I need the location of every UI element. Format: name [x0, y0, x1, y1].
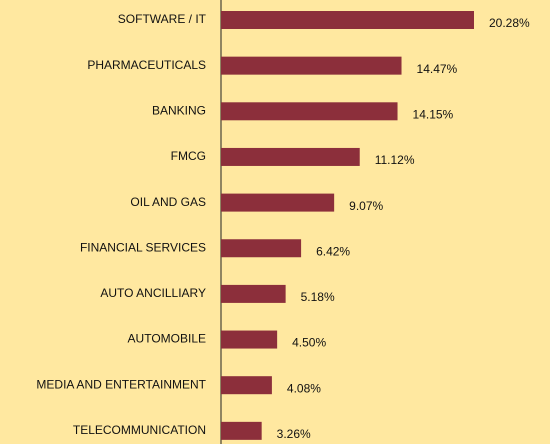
- category-label: TELECOMMUNICATION: [73, 423, 206, 437]
- bar: [221, 239, 302, 258]
- category-label: FMCG: [171, 149, 206, 163]
- category-label: AUTO ANCILLIARY: [100, 286, 206, 300]
- category-label: SOFTWARE / IT: [118, 12, 207, 26]
- value-label: 4.50%: [292, 336, 326, 350]
- value-label: 4.08%: [287, 381, 321, 395]
- bar: [221, 330, 278, 349]
- value-label: 6.42%: [316, 244, 350, 258]
- category-label: PHARMACEUTICALS: [87, 58, 206, 72]
- category-label: MEDIA AND ENTERTAINMENT: [36, 377, 206, 391]
- category-label: AUTOMOBILE: [128, 332, 206, 346]
- value-label: 3.26%: [277, 427, 311, 441]
- value-label: 14.15%: [413, 107, 454, 121]
- category-label: BANKING: [152, 103, 206, 117]
- bar: [221, 421, 262, 440]
- bar: [221, 376, 272, 395]
- bar: [221, 193, 335, 212]
- value-label: 20.28%: [489, 16, 530, 30]
- bar: [221, 284, 286, 303]
- bar: [221, 147, 360, 166]
- bar: [221, 56, 402, 75]
- bar: [221, 102, 398, 121]
- value-label: 11.12%: [375, 153, 415, 167]
- value-label: 5.18%: [301, 290, 335, 304]
- category-label: OIL AND GAS: [130, 195, 206, 209]
- bar: [221, 11, 474, 29]
- value-label: 9.07%: [349, 199, 383, 213]
- value-label: 14.47%: [417, 62, 458, 76]
- category-label: FINANCIAL SERVICES: [80, 240, 206, 254]
